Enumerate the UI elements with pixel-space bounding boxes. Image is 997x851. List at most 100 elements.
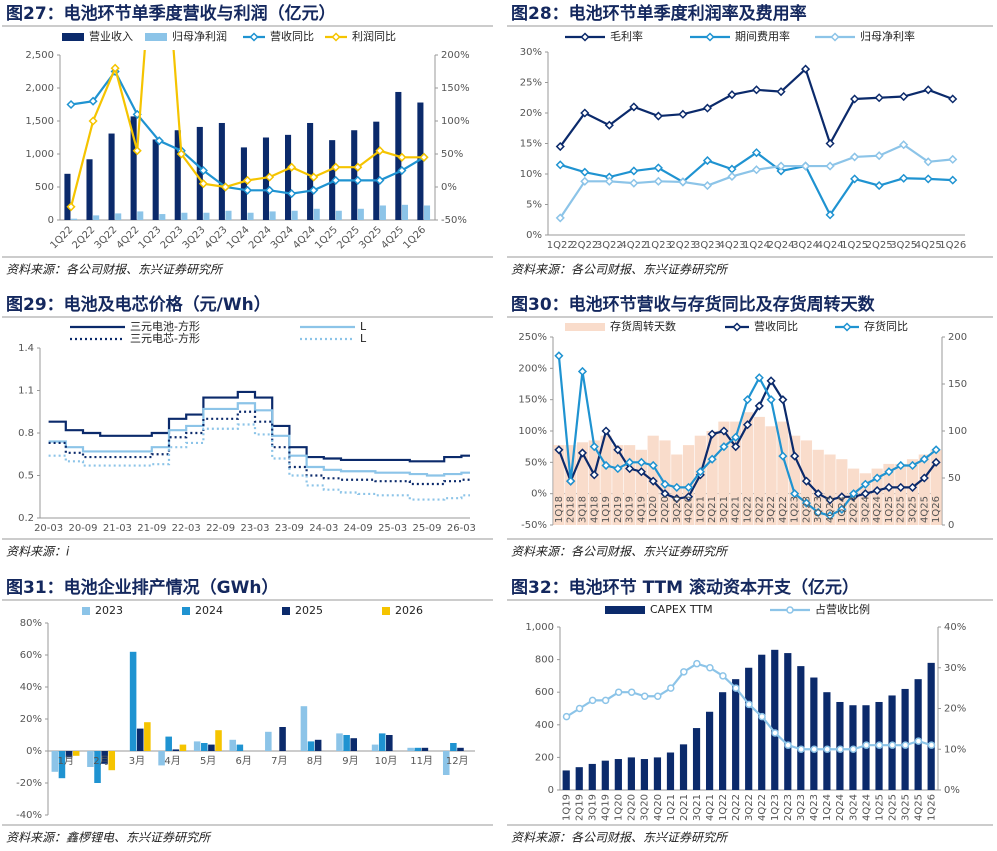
data-point: [648, 460, 658, 471]
x-tick-label: 3月: [129, 755, 145, 767]
y2-tick-label: 40%: [944, 622, 966, 633]
bar: [343, 735, 350, 751]
x-tick-label: 1月: [58, 755, 74, 767]
x-tick-label: 4Q18: [589, 496, 600, 523]
line-series: [48, 390, 470, 463]
bar: [823, 692, 831, 790]
x-tick-label: 1Q22: [718, 794, 729, 821]
bar: [247, 212, 254, 220]
legend-label: 归母净利润: [172, 29, 227, 43]
chart-title: 图29：电池及电芯价格（元/Wh）: [6, 294, 271, 315]
bar: [871, 468, 883, 525]
bar: [265, 731, 272, 751]
x-tick-label: 11月: [410, 755, 433, 767]
data-point: [801, 476, 811, 486]
x-tick-label: 2Q25: [887, 794, 898, 821]
bar: [588, 440, 600, 525]
data-point: [88, 96, 98, 106]
y-tick-label: 0: [48, 215, 54, 226]
y2-tick-label: 50: [948, 473, 961, 484]
data-point: [872, 473, 882, 483]
x-tick-label: 1Q25: [884, 496, 895, 523]
x-tick-label: 21-09: [137, 523, 166, 534]
y-tick-label: 400: [535, 720, 554, 731]
legend-swatch: [145, 33, 167, 41]
line-series: [48, 402, 470, 477]
x-tick-label: 3Q23: [796, 794, 807, 821]
x-tick-label: 2Q20: [627, 794, 638, 821]
y-tick-label: 20%: [520, 108, 542, 119]
data-point: [719, 442, 729, 452]
x-tick-label: 1Q19: [562, 794, 573, 821]
legend-label: 占营收比例: [815, 602, 870, 616]
data-point: [562, 712, 571, 721]
x-tick-label: 1Q26: [401, 224, 428, 251]
y2-tick-label: 100: [948, 426, 967, 437]
bar: [225, 210, 232, 220]
bar: [229, 739, 237, 751]
data-point: [731, 442, 741, 452]
bar: [130, 116, 137, 220]
data-point: [754, 401, 764, 411]
y-tick-label: 800: [535, 655, 554, 666]
y-tick-label: 600: [535, 687, 554, 698]
bar: [705, 711, 714, 790]
bar: [732, 679, 740, 790]
line-series: [559, 67, 954, 148]
y-tick-label: 25%: [520, 78, 542, 89]
data-point: [751, 85, 762, 95]
data-point: [874, 151, 884, 161]
legend-swatch: [605, 606, 645, 614]
x-tick-label: 3Q24: [860, 496, 871, 523]
data-point: [555, 160, 565, 170]
data-point: [198, 179, 208, 189]
data-point: [636, 457, 646, 467]
bar: [719, 692, 727, 790]
x-tick-label: 2Q25: [335, 224, 362, 251]
bar: [378, 733, 386, 751]
data-point: [800, 161, 811, 171]
bar: [314, 739, 322, 751]
x-tick-label: 4Q24: [291, 224, 318, 251]
bar: [859, 473, 871, 525]
chart-title: 图28：电池环节单季度利润率及费用率: [511, 3, 807, 24]
line-series: [48, 410, 470, 486]
x-tick-label: 4Q19: [636, 496, 647, 523]
data-point: [896, 482, 906, 492]
y-tick-label: 60%: [20, 650, 42, 661]
x-tick-label: 3Q22: [93, 224, 120, 251]
source-note: 资料来源：各公司财报、东兴证券研究所: [511, 831, 729, 845]
data-point: [110, 63, 120, 73]
bar: [72, 751, 80, 756]
x-tick-label: 3Q24: [848, 794, 859, 821]
data-point: [790, 489, 800, 499]
legend-marker: [580, 32, 590, 42]
y-tick-label: 2,000: [25, 83, 54, 94]
source-note: 资料来源：i: [6, 545, 70, 559]
x-tick-label: 7月: [271, 755, 287, 767]
bar: [94, 751, 101, 783]
x-tick-label: 3Q22: [596, 240, 623, 251]
bar: [575, 767, 583, 790]
y-tick-label: 250%: [518, 332, 547, 343]
data-point: [566, 476, 576, 486]
bar: [129, 651, 137, 751]
data-point: [948, 154, 958, 164]
legend-label: 归母净利率: [860, 29, 915, 43]
x-tick-label: 1Q25: [874, 794, 885, 821]
x-tick-label: 3Q25: [890, 240, 917, 251]
bar: [588, 763, 596, 790]
bar: [666, 752, 675, 790]
data-point: [860, 479, 870, 489]
x-tick-label: 3Q18: [577, 496, 588, 523]
data-point: [837, 504, 847, 514]
data-point: [660, 479, 670, 489]
y2-tick-label: 0: [948, 520, 954, 531]
data-point: [154, 136, 164, 146]
bar: [423, 205, 431, 220]
bar: [336, 733, 343, 751]
bar: [215, 730, 222, 751]
y-tick-label: 2,500: [25, 50, 54, 61]
data-point: [667, 684, 675, 692]
data-point: [580, 176, 590, 186]
